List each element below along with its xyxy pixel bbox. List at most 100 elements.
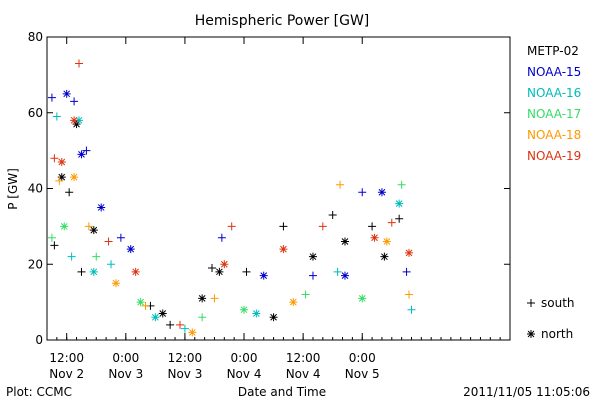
data-point-south	[333, 267, 342, 276]
data-point-north	[220, 260, 229, 269]
data-point-south	[92, 252, 101, 261]
data-point-south	[402, 267, 411, 276]
x-tick-label-date: Nov 3	[167, 367, 202, 381]
data-point-north	[62, 89, 71, 98]
data-point-north	[269, 313, 278, 322]
data-point-south	[198, 313, 207, 322]
x-tick-label-time: 12:00	[286, 351, 321, 365]
series-metp-02	[50, 120, 404, 329]
data-point-south	[166, 320, 175, 329]
y-axis-label: P [GW]	[6, 168, 20, 210]
data-point-south	[208, 264, 217, 273]
data-point-south	[55, 176, 64, 185]
data-point-south	[405, 290, 414, 299]
data-point-north	[340, 237, 349, 246]
data-point-south	[47, 233, 56, 242]
data-point-north	[57, 157, 66, 166]
marker-legend-label: north	[541, 327, 573, 341]
marker-legend: south north	[527, 296, 575, 341]
data-point-north	[151, 313, 160, 322]
data-point-south	[387, 218, 396, 227]
data-point-north	[340, 271, 349, 280]
series-noaa-15	[47, 89, 411, 280]
plot-timestamp: 2011/11/05 11:05:06	[463, 385, 590, 399]
legend-south-marker	[527, 299, 535, 307]
y-tick-label: 20	[28, 257, 43, 271]
x-tick-label-time: 0:00	[231, 351, 258, 365]
marker-legend-label: south	[541, 296, 575, 310]
y-tick-label: 40	[28, 182, 43, 196]
data-point-south	[308, 271, 317, 280]
data-point-north	[289, 298, 298, 307]
data-point-south	[50, 241, 59, 250]
data-point-south	[107, 260, 116, 269]
data-point-north	[57, 173, 66, 182]
data-point-north	[70, 116, 79, 125]
data-point-south	[180, 324, 189, 333]
data-point-south	[395, 214, 404, 223]
x-tick-label-date: Nov 4	[227, 367, 262, 381]
data-point-north	[77, 150, 86, 159]
data-point-north	[377, 188, 386, 197]
data-point-south	[217, 233, 226, 242]
data-point-south	[82, 146, 91, 155]
data-point-south	[75, 59, 84, 68]
data-point-north	[382, 237, 391, 246]
data-point-south	[328, 211, 337, 220]
data-point-north	[72, 120, 81, 129]
data-point-south	[70, 97, 79, 106]
data-point-north	[188, 328, 197, 337]
data-point-north	[380, 252, 389, 261]
data-point-north	[240, 305, 249, 314]
data-point-north	[259, 271, 268, 280]
data-point-south	[368, 222, 377, 231]
legend-entry: NOAA-16	[527, 86, 581, 100]
x-tick-label-date: Nov 5	[345, 367, 380, 381]
data-point-north	[198, 294, 207, 303]
legend-entry: NOAA-17	[527, 107, 581, 121]
data-point-south	[336, 180, 345, 189]
x-tick-label-time: 0:00	[349, 351, 376, 365]
legend-entry: NOAA-18	[527, 128, 581, 142]
data-point-south	[65, 188, 74, 197]
legend: METP-02 NOAA-15 NOAA-16 NOAA-17 NOAA-18 NOAA-…	[527, 44, 581, 163]
data-point-north	[370, 233, 379, 242]
data-points	[47, 59, 416, 337]
plot-frame	[46, 36, 511, 341]
data-point-north	[89, 226, 98, 235]
data-point-south	[141, 301, 150, 310]
data-point-south	[242, 267, 251, 276]
series-noaa-18	[55, 173, 414, 337]
data-point-south	[50, 154, 59, 163]
x-tick-label-time: 12:00	[168, 351, 203, 365]
chart-title: Hemispheric Power [GW]	[195, 13, 370, 29]
data-point-south	[52, 112, 61, 121]
legend-north-marker	[527, 330, 535, 338]
data-point-south	[358, 188, 367, 197]
series-noaa-19	[50, 59, 414, 329]
data-point-south	[279, 222, 288, 231]
data-point-north	[158, 309, 167, 318]
data-point-south	[210, 294, 219, 303]
data-point-south	[227, 222, 236, 231]
x-axis-ticks: 12:00 Nov 2 0:00 Nov 3 12:00 Nov 3 0:00 Nov 4 12…	[46, 37, 511, 381]
data-point-north	[308, 252, 317, 261]
legend-entry: NOAA-15	[527, 65, 581, 79]
x-tick-label-date: Nov 2	[49, 367, 84, 381]
plot-credit: Plot: CCMC	[6, 385, 72, 399]
data-point-north	[126, 245, 135, 254]
y-tick-label: 0	[35, 333, 43, 347]
data-point-north	[252, 309, 261, 318]
series-noaa-16	[52, 112, 416, 333]
data-point-south	[397, 180, 406, 189]
data-point-north	[136, 298, 145, 307]
data-point-north	[60, 222, 69, 231]
y-axis-ticks: 0 20 40 60 80	[28, 30, 510, 347]
data-point-south	[104, 237, 113, 246]
data-point-north	[279, 245, 288, 254]
data-point-north	[405, 248, 414, 257]
data-point-north	[111, 279, 120, 288]
x-tick-label-time: 12:00	[49, 351, 84, 365]
data-point-south	[116, 233, 125, 242]
